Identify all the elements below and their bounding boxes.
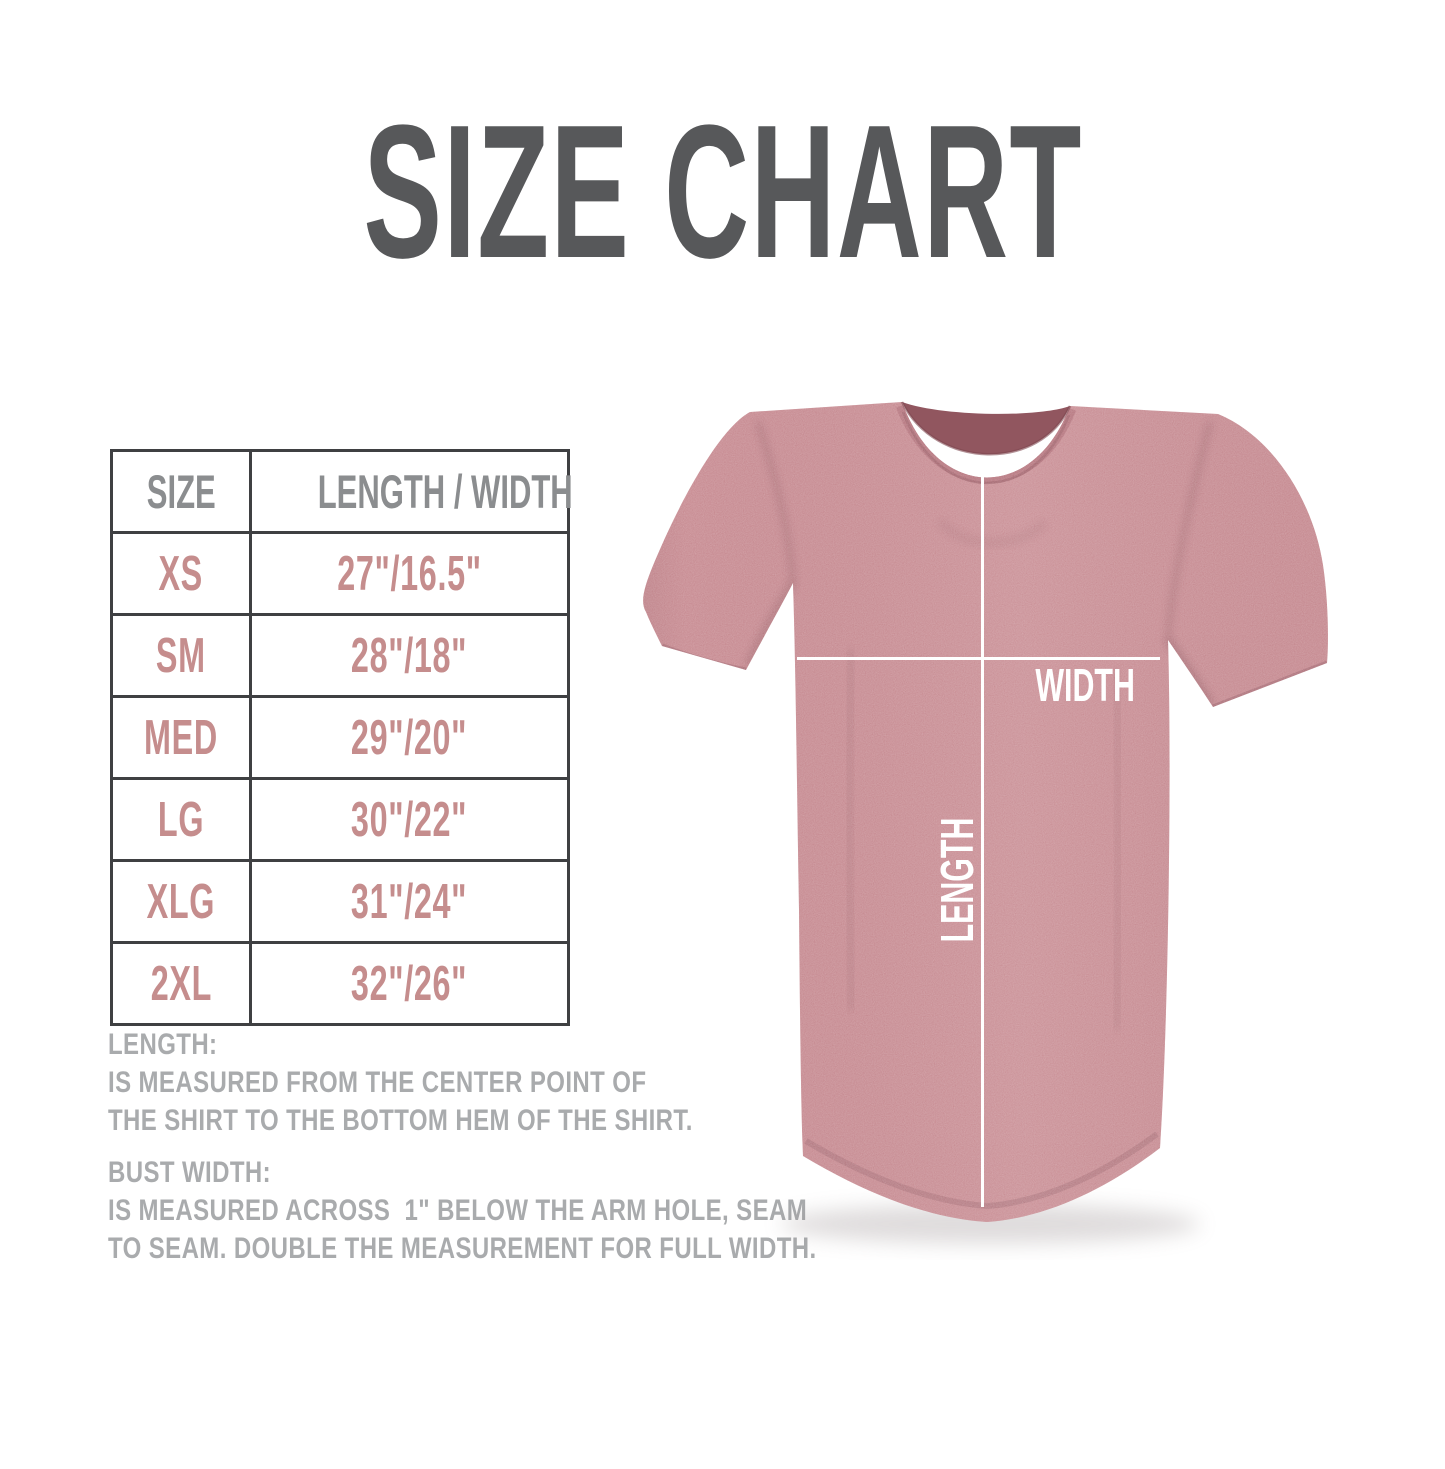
size-cell: XLG: [110, 859, 252, 944]
table-row: 2XL 32"/26": [110, 941, 570, 1026]
page-title: SIZE CHART: [0, 97, 1445, 287]
width-measure-line: [797, 657, 1160, 660]
length-note-heading: LENGTH:: [108, 1028, 218, 1061]
measurement-cell: 31"/24": [249, 859, 570, 944]
length-note-line: IS MEASURED FROM THE CENTER POINT OF: [108, 1066, 647, 1099]
length-note: LENGTH: IS MEASURED FROM THE CENTER POIN…: [108, 1026, 839, 1140]
tshirt-image: [643, 401, 1328, 1244]
length-label: LENGTH: [931, 817, 983, 943]
measurement-cell: 30"/22": [249, 777, 570, 862]
measurement-cell: 27"/16.5": [249, 531, 570, 616]
collar-inner-shadow: [902, 402, 1070, 455]
width-label: WIDTH: [1035, 659, 1135, 711]
shirt-shading: [643, 402, 1328, 1222]
header-size: SIZE: [110, 449, 252, 534]
size-cell: MED: [110, 695, 252, 780]
size-table: SIZE LENGTH / WIDTH XS 27"/16.5" SM 28"/…: [110, 449, 573, 1026]
header-length-width: LENGTH / WIDTH: [249, 449, 573, 534]
bust-width-note-line: IS MEASURED ACROSS 1" BELOW THE ARM HOLE…: [108, 1194, 808, 1227]
page-title-text: SIZE CHART: [362, 86, 1083, 298]
size-cell: LG: [110, 777, 252, 862]
length-measure-line: [981, 477, 984, 1207]
measurement-cell: 29"/20": [249, 695, 570, 780]
table-row: SM 28"/18": [110, 613, 570, 698]
shirt-shadow: [780, 1204, 1200, 1244]
measurement-cell: 28"/18": [249, 613, 570, 698]
table-header-row: SIZE LENGTH / WIDTH: [110, 449, 573, 534]
table-row: XLG 31"/24": [110, 859, 570, 944]
length-note-line: THE SHIRT TO THE BOTTOM HEM OF THE SHIRT…: [108, 1104, 693, 1137]
measurement-cell: 32"/26": [249, 941, 570, 1026]
bust-width-note: BUST WIDTH: IS MEASURED ACROSS 1" BELOW …: [108, 1154, 994, 1268]
size-cell: 2XL: [110, 941, 252, 1026]
table-row: LG 30"/22": [110, 777, 570, 862]
table-row: XS 27"/16.5": [110, 531, 570, 616]
size-cell: XS: [110, 531, 252, 616]
table-row: MED 29"/20": [110, 695, 570, 780]
bust-width-note-heading: BUST WIDTH:: [108, 1156, 272, 1189]
bust-width-note-line: TO SEAM. DOUBLE THE MEASUREMENT FOR FULL…: [108, 1232, 817, 1265]
size-cell: SM: [110, 613, 252, 698]
